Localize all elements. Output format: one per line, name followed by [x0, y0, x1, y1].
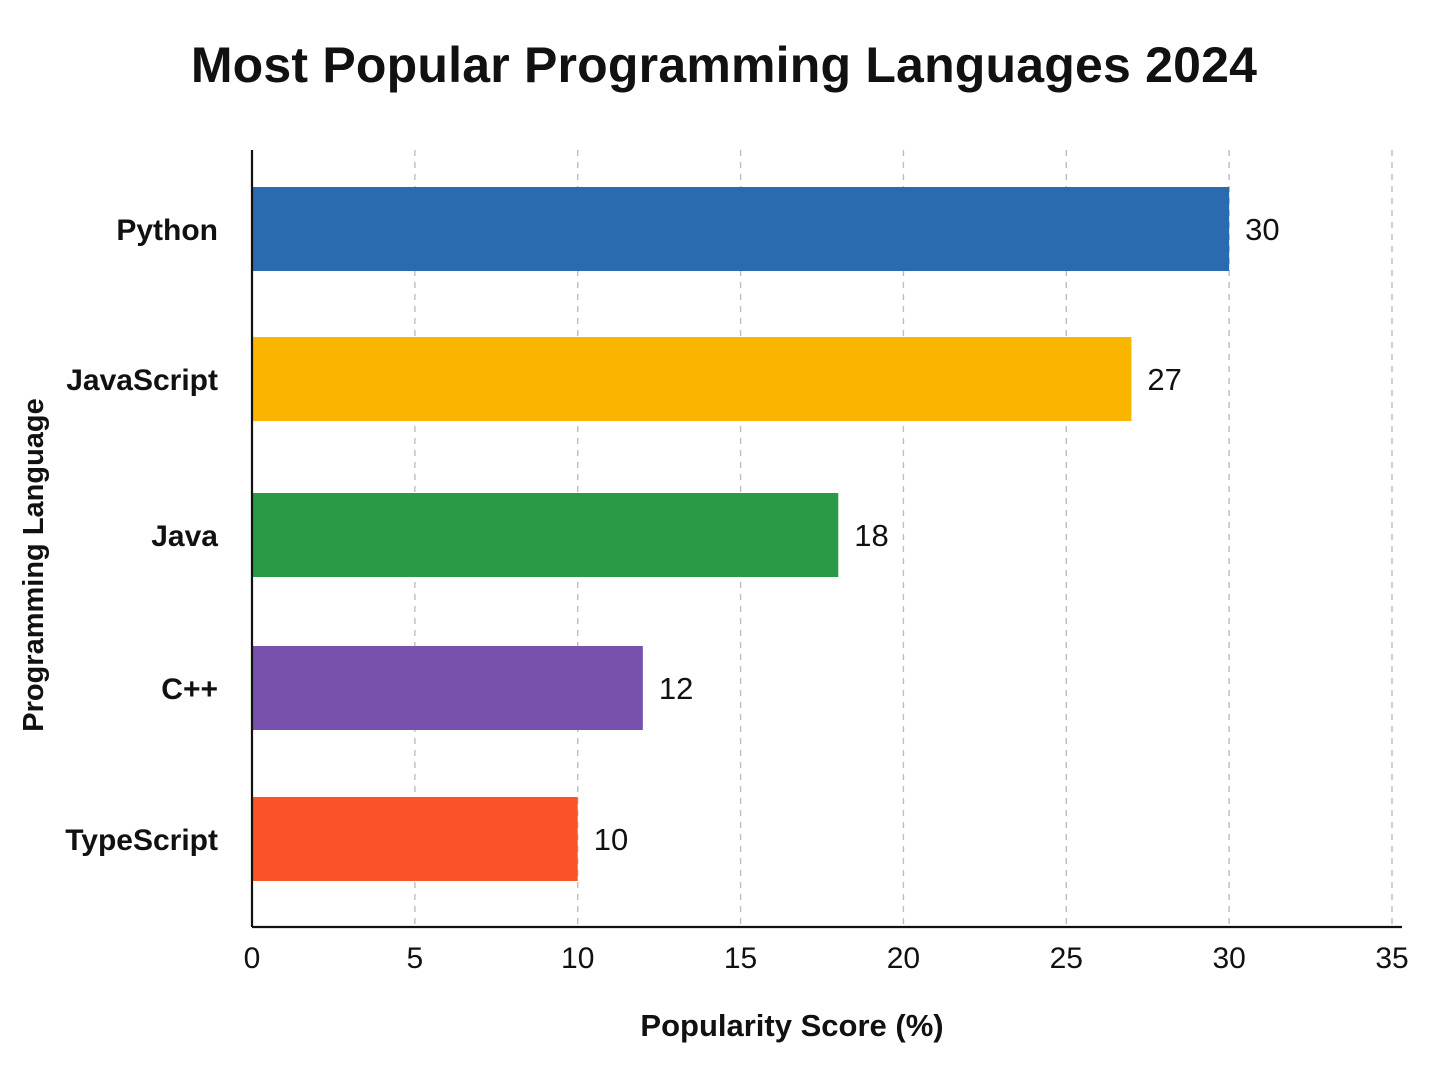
- x-axis-title: Popularity Score (%): [640, 1008, 943, 1043]
- data-label-javascript: 27: [1147, 362, 1181, 397]
- chart-title: Most Popular Programming Languages 2024: [190, 37, 1258, 93]
- x-tick-label-25: 25: [1050, 942, 1083, 975]
- x-tick-label-20: 20: [887, 942, 920, 975]
- bar-typescript: [252, 797, 578, 881]
- bar-java: [252, 493, 839, 577]
- x-tick-label-0: 0: [244, 942, 261, 975]
- x-tick-label-5: 5: [407, 942, 424, 975]
- bar-cplusplus: [252, 646, 643, 730]
- data-label-python: 30: [1245, 212, 1279, 247]
- y-tick-label-javascript: JavaScript: [66, 364, 218, 397]
- tick-labels: Python JavaScript Java C++ TypeScript 0 5 10 15 2…: [65, 214, 1409, 975]
- y-tick-label-java: Java: [151, 520, 218, 553]
- bar-javascript: [252, 337, 1132, 421]
- data-label-cplusplus: 12: [659, 671, 693, 706]
- data-labels: 30 27 18 12 10: [594, 212, 1280, 857]
- data-label-typescript: 10: [594, 822, 628, 857]
- x-tick-label-30: 30: [1212, 942, 1245, 975]
- data-label-java: 18: [854, 518, 888, 553]
- axes: [250, 150, 1402, 929]
- y-axis-title: Programming Language: [18, 398, 50, 732]
- y-tick-label-python: Python: [116, 214, 218, 247]
- y-tick-label-typescript: TypeScript: [65, 824, 218, 857]
- x-tick-label-35: 35: [1375, 942, 1408, 975]
- bars: [252, 187, 1230, 881]
- y-tick-label-cplusplus: C++: [161, 673, 218, 706]
- x-tick-label-15: 15: [724, 942, 757, 975]
- bar-python: [252, 187, 1230, 271]
- x-tick-label-10: 10: [561, 942, 594, 975]
